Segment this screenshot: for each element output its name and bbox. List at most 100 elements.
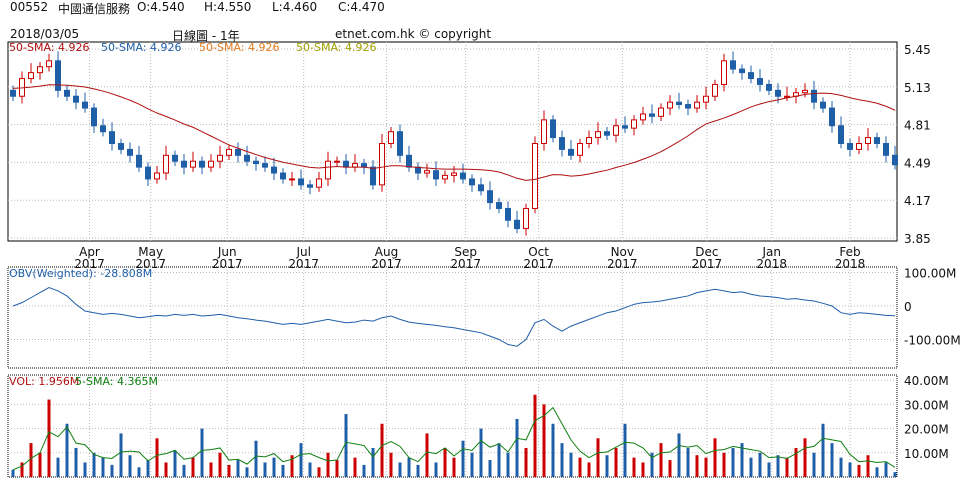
volume-bar — [596, 438, 600, 477]
sma-legend: 50-SMA: 4.926 — [296, 41, 376, 54]
x-tick-year: 2018 — [835, 257, 866, 271]
volume-bar — [569, 452, 573, 477]
volume-bar — [560, 443, 564, 477]
candle — [82, 101, 88, 109]
volume-bar — [65, 423, 69, 477]
candle — [613, 125, 619, 136]
x-tick-year: 2017 — [74, 257, 105, 271]
x-tick-month: Jun — [217, 245, 237, 259]
volume-bar — [884, 462, 888, 477]
candle — [523, 207, 529, 230]
volume-bar — [56, 457, 60, 477]
candle — [199, 160, 205, 168]
volume-bar — [38, 452, 42, 477]
x-tick-month: Sep — [454, 245, 477, 259]
volume-bar — [92, 452, 96, 477]
x-tick-year: 2018 — [756, 257, 787, 271]
volume-bar — [551, 423, 555, 477]
volume-bar — [227, 464, 231, 477]
volume-axis-label: 20.00M — [904, 423, 949, 437]
volume-bar — [182, 464, 186, 477]
candle — [181, 160, 187, 168]
candle — [874, 137, 880, 144]
candle — [172, 154, 178, 162]
x-tick-month: Aug — [375, 245, 398, 259]
candle — [208, 160, 214, 168]
candle — [631, 119, 637, 129]
candle — [361, 163, 367, 168]
obv-axis-label: -100.00M — [904, 334, 961, 348]
volume-bar — [839, 457, 843, 477]
candle — [424, 170, 430, 174]
volume-bar — [758, 452, 762, 477]
candle — [118, 143, 124, 150]
volume-bar — [722, 452, 726, 477]
candle — [559, 137, 565, 150]
volume-bar — [335, 460, 339, 477]
candle — [667, 101, 673, 109]
volume-bar — [47, 399, 51, 477]
volume-bar — [506, 452, 510, 477]
volume-bar — [803, 438, 807, 477]
candle — [37, 66, 43, 74]
candle — [865, 137, 871, 144]
candle — [748, 72, 754, 80]
candle — [163, 154, 169, 174]
candle — [505, 207, 511, 221]
volume-bar — [443, 447, 447, 477]
volume-bar — [704, 457, 708, 477]
stock-name: 中國通信服務 — [58, 2, 131, 16]
candle — [829, 107, 835, 127]
sma-legend: 50-SMA: 4.926 — [9, 41, 89, 54]
candle — [478, 184, 484, 192]
volume-bar — [164, 462, 168, 477]
volume-bar — [605, 455, 609, 477]
volume-bar — [173, 450, 177, 477]
candle — [109, 131, 115, 144]
candle — [541, 119, 547, 144]
candle — [334, 160, 340, 163]
candle — [496, 202, 502, 209]
stock-code: 00552 — [10, 0, 49, 14]
candle — [811, 89, 817, 103]
x-tick-month: Dec — [695, 245, 718, 259]
candle — [325, 160, 331, 180]
volume-bar — [425, 433, 429, 477]
volume-bar — [398, 462, 402, 477]
candle — [73, 95, 79, 103]
volume-bar — [101, 457, 105, 477]
panel-border — [7, 374, 898, 478]
candle — [487, 190, 493, 204]
volume-bar — [875, 467, 879, 477]
volume-bar — [83, 462, 87, 477]
volume-bar — [821, 423, 825, 477]
candle — [577, 143, 583, 156]
candle — [532, 143, 538, 209]
price-axis-label: 4.81 — [904, 119, 931, 133]
low-price: L:4.460 — [272, 0, 318, 14]
volume-bar — [632, 457, 636, 477]
volume-bar — [641, 462, 645, 477]
volume-bar — [749, 457, 753, 477]
candle — [784, 95, 790, 98]
volume-bar — [461, 440, 465, 477]
volume-bar — [407, 457, 411, 477]
volume-bar — [344, 414, 348, 477]
volume-bar — [272, 457, 276, 477]
candle — [136, 154, 142, 168]
volume-bar — [623, 423, 627, 477]
sma-legend: 50-SMA: 4.926 — [199, 41, 279, 54]
x-tick-month: Oct — [528, 245, 549, 259]
candle — [766, 83, 772, 91]
volume-bar — [731, 447, 735, 477]
candle — [154, 172, 160, 180]
candle — [847, 143, 853, 150]
volume-bar — [245, 467, 249, 477]
candle — [28, 72, 34, 80]
volume-bar — [218, 452, 222, 477]
candle — [10, 89, 16, 97]
x-tick-month: Nov — [611, 245, 634, 259]
volume-bar — [668, 460, 672, 477]
volume-bar — [830, 443, 834, 477]
volume-bar — [137, 467, 141, 477]
